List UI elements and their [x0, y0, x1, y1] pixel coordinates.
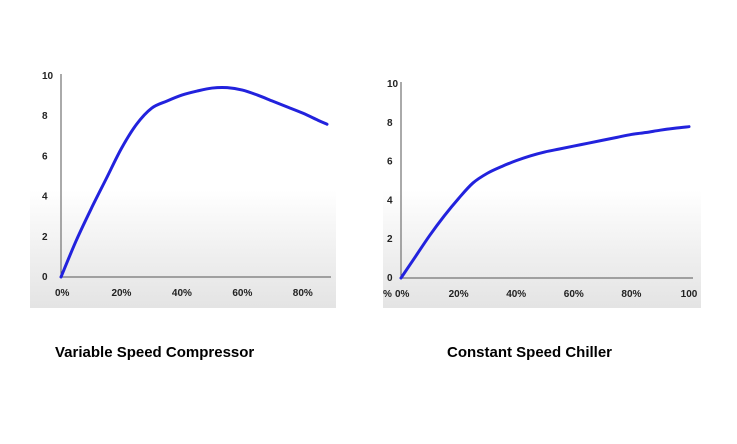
- left-y-tick-label: 6: [42, 151, 48, 162]
- right-x-tick-label: 80%: [621, 289, 641, 300]
- right-y-tick-label: 0: [387, 273, 393, 284]
- right-series-line: [399, 125, 691, 280]
- right-x-tick-label: 100: [681, 289, 698, 300]
- left-x-tick-label: 20%: [111, 288, 131, 299]
- left-x-tick-label: 60%: [232, 288, 252, 299]
- left-y-tick-label: 8: [42, 111, 48, 122]
- right-y-tick-label: 8: [387, 118, 393, 129]
- right-y-tick-label: 4: [387, 195, 393, 206]
- right-y-tick-label: 2: [387, 234, 393, 245]
- right-y-tick-label: 6: [387, 157, 393, 168]
- left-panel-background: [30, 46, 336, 308]
- left-x-tick-label: 0%: [55, 288, 70, 299]
- right-x-tick-label: 60%: [564, 289, 584, 300]
- right-x-tick-label: 20%: [449, 289, 469, 300]
- right-panel-background: [383, 46, 701, 308]
- left-series-line: [59, 85, 329, 279]
- left-y-tick-label: 10: [42, 71, 54, 82]
- right-chart-title: Constant Speed Chiller: [447, 344, 613, 361]
- left-x-tick-label: 40%: [172, 288, 192, 299]
- left-y-tick-label: 2: [42, 232, 48, 243]
- left-y-tick-label: 0: [42, 272, 48, 283]
- left-y-tick-label: 4: [42, 192, 48, 203]
- right-x-tick-label: 0%: [395, 289, 410, 300]
- left-chart-title: Variable Speed Compressor: [55, 344, 255, 361]
- right-y-tick-label: 10: [387, 79, 399, 90]
- left-x-tick-label: 80%: [293, 288, 313, 299]
- right-x-tick-label: 40%: [506, 289, 526, 300]
- right-x-tick-label-partial: %: [383, 289, 392, 300]
